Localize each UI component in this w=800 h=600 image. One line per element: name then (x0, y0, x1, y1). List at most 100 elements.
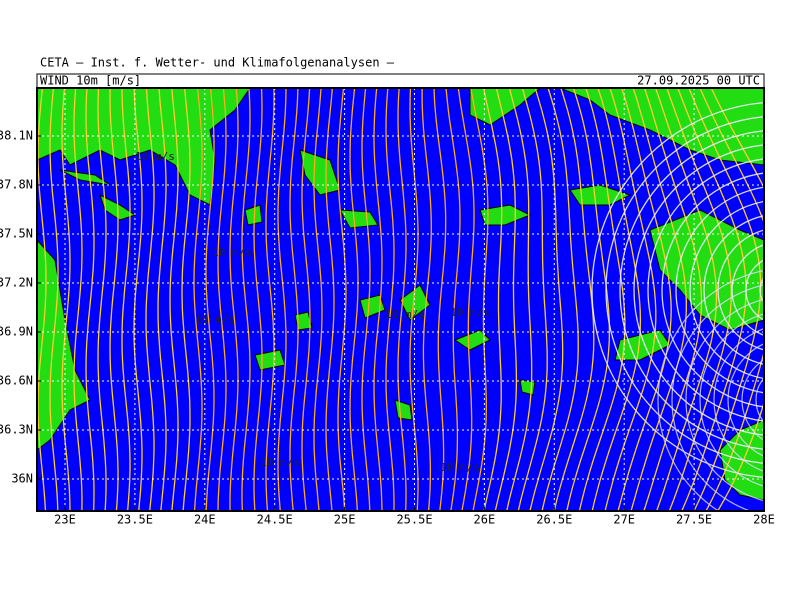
y-tick-label: 36.6N (0, 374, 33, 388)
streamline (289, 88, 299, 511)
streamline (157, 88, 167, 511)
streamline (349, 88, 359, 511)
swirl-line (633, 144, 764, 436)
streamline (61, 88, 71, 511)
y-tick-label: 37.2N (0, 276, 33, 290)
streamline (85, 88, 95, 511)
x-tick-label: 28E (753, 513, 775, 527)
streamline (591, 88, 642, 511)
streamline (654, 88, 718, 511)
streamline (482, 88, 503, 511)
streamline (301, 88, 311, 511)
streamline (445, 88, 461, 511)
streamline (205, 88, 215, 511)
field-label: WIND 10m [m/s] (40, 74, 141, 88)
streamline (421, 88, 432, 511)
streamline (253, 88, 263, 511)
streamline (677, 88, 747, 511)
swirl-line (685, 298, 764, 502)
swirl-line (755, 377, 764, 423)
streamline (397, 88, 407, 511)
x-tick-label: 23.5E (117, 513, 153, 527)
speed-label: 10 m/s (260, 456, 300, 469)
y-tick-label: 36.9N (0, 325, 33, 339)
streamline (409, 88, 419, 511)
swirl-line (671, 284, 764, 511)
land (37, 88, 764, 501)
x-tick-label: 24E (194, 513, 216, 527)
streamline (73, 88, 83, 511)
streamline (26, 80, 34, 520)
swirl-line (731, 244, 764, 336)
streamline (566, 88, 611, 511)
map-frame (36, 87, 765, 512)
swirl-line (657, 270, 764, 511)
swirl-line (727, 343, 764, 457)
streamline (193, 88, 203, 511)
speed-label: 10 m/s (135, 150, 175, 163)
y-tick-label: 37.8N (0, 178, 33, 192)
speed-label: 10 m/s (212, 246, 252, 259)
speed-label: 10 m/s (195, 313, 235, 326)
streamline (699, 88, 764, 511)
streamline (643, 88, 703, 511)
swirl-line (661, 172, 764, 408)
swirl-line (689, 200, 764, 380)
streamline (109, 88, 119, 511)
x-tick-label: 26.5E (536, 513, 572, 527)
streamline (121, 88, 131, 511)
streamline (229, 88, 239, 511)
swirl-line (619, 130, 764, 450)
streamline (457, 88, 475, 511)
speed-label: 10 m/s (440, 461, 480, 474)
streamline (385, 88, 395, 511)
streamline (265, 88, 275, 511)
streamline (361, 88, 371, 511)
streamline (277, 88, 287, 511)
streamline (337, 88, 347, 511)
swirl-line (759, 276, 764, 304)
header-title: CETA — Inst. f. Wetter- und Klimafolgena… (40, 56, 395, 70)
y-tick-label: 37.5N (0, 227, 33, 241)
streamlines (26, 80, 800, 520)
streamline (373, 88, 383, 511)
x-tick-label: 26E (474, 513, 496, 527)
streamline (541, 88, 579, 511)
y-tick-label: 38.1N (0, 129, 33, 143)
axes: 38.1N 37.8N 37.5N 37.2N 36.9N 36.6N 36.3N 36N 23… (0, 129, 775, 527)
streamline (145, 88, 155, 511)
streamline (97, 88, 107, 511)
streamline (241, 88, 251, 511)
graticule (37, 88, 764, 511)
swirl-line (605, 116, 764, 464)
streamline (325, 88, 335, 511)
x-tick-label: 23E (54, 513, 76, 527)
x-tick-label: 27.5E (676, 513, 712, 527)
x-tick-label: 25E (334, 513, 356, 527)
swirl-line (675, 186, 764, 394)
streamline (578, 88, 626, 511)
swirl-line (713, 327, 764, 473)
swirl-line (703, 215, 764, 365)
streamline (433, 88, 447, 511)
swirl-line (699, 313, 764, 487)
streamline (49, 88, 59, 511)
streamline (517, 88, 548, 511)
date-label: 27.09.2025 00 UTC (637, 74, 760, 88)
speed-label: 10 m/s (450, 306, 490, 319)
streamline (217, 88, 227, 511)
y-tick-label: 36.3N (0, 423, 33, 437)
speed-labels: 10 m/s 10 m/s 10 m/s 10 m/s 10 m/s 10 m/s 10 m… (135, 150, 490, 474)
x-tick-label: 24.5E (257, 513, 293, 527)
speed-label: 10 m/s (385, 308, 425, 321)
streamline (313, 88, 323, 511)
streamline (169, 88, 179, 511)
streamline (604, 88, 657, 511)
swirl-line (770, 380, 800, 420)
streamline (529, 88, 564, 511)
swirl-line (647, 158, 764, 422)
streamline (470, 88, 489, 511)
streamline (506, 88, 533, 511)
y-tick-label: 36N (11, 472, 33, 486)
